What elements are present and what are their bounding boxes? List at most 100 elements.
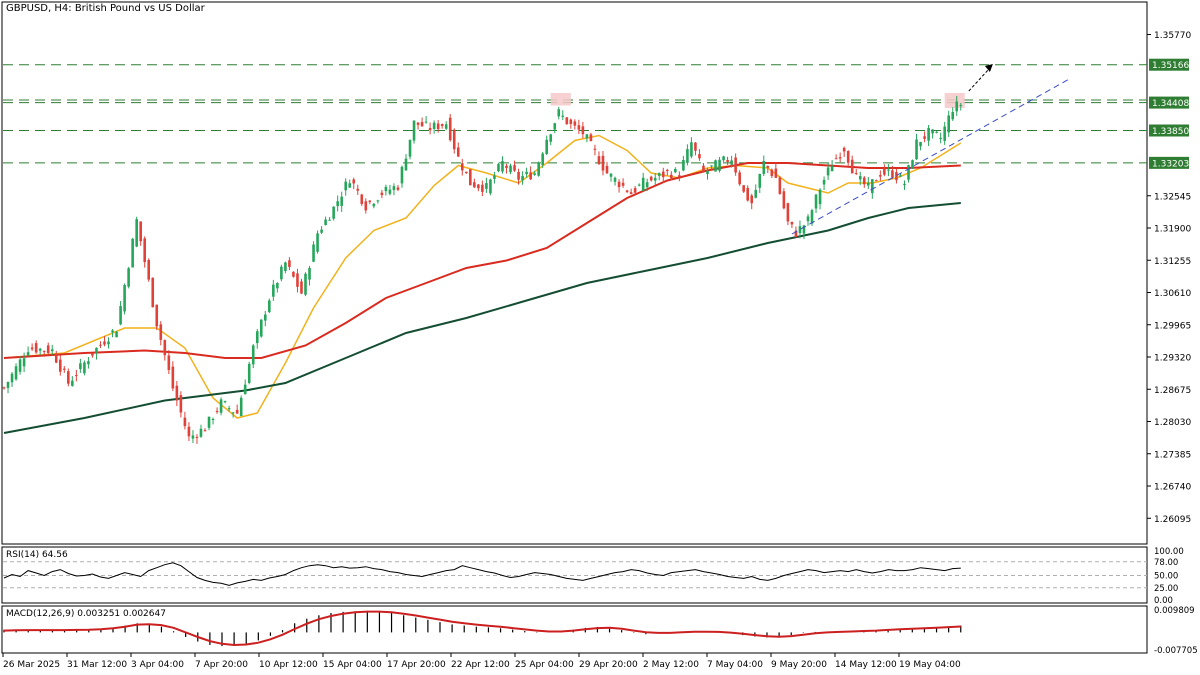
candle-body bbox=[95, 347, 98, 354]
candle-body bbox=[549, 134, 553, 142]
candle-body bbox=[653, 177, 657, 181]
candle-body bbox=[581, 126, 585, 135]
macd-title: MACD(12,26,9) 0.003251 0.002647 bbox=[6, 609, 166, 619]
candle-body bbox=[670, 174, 673, 179]
candle-body bbox=[344, 181, 347, 191]
candle-body bbox=[448, 117, 452, 141]
candle-body bbox=[99, 344, 102, 346]
candle-body bbox=[284, 262, 287, 272]
candle-body bbox=[714, 160, 717, 172]
candle-body bbox=[400, 166, 404, 184]
macd-signal-line bbox=[3, 610, 961, 647]
candle-body bbox=[883, 168, 886, 175]
candle-body bbox=[629, 192, 633, 195]
price-tick-label: 1.30610 bbox=[1154, 289, 1191, 299]
candle-body bbox=[477, 184, 480, 189]
candle-body bbox=[826, 167, 830, 176]
candle-body bbox=[754, 189, 758, 198]
candle-body bbox=[360, 194, 364, 204]
price-tick-label: 1.31255 bbox=[1154, 257, 1191, 267]
candle-body bbox=[726, 160, 729, 162]
candle-body bbox=[674, 169, 677, 173]
candle-body bbox=[529, 172, 532, 180]
candle-body bbox=[895, 172, 898, 181]
candle-body bbox=[103, 341, 106, 345]
candle-body bbox=[30, 347, 34, 350]
candle-body bbox=[276, 282, 279, 289]
candle-body bbox=[682, 160, 685, 171]
candle-body bbox=[46, 345, 50, 353]
candle-body bbox=[862, 177, 866, 185]
candle-body bbox=[533, 173, 536, 175]
candle-body bbox=[710, 165, 713, 167]
price-tick-label: 1.28675 bbox=[1154, 386, 1191, 396]
candle-body bbox=[846, 151, 850, 163]
candle-body bbox=[637, 184, 641, 186]
candle-body bbox=[633, 188, 637, 193]
candle-body bbox=[625, 190, 629, 192]
candles bbox=[2, 95, 963, 444]
candle-body bbox=[613, 177, 617, 182]
price-tick-label: 1.32545 bbox=[1154, 192, 1191, 202]
projection-arrow-head bbox=[984, 64, 993, 72]
candle-body bbox=[336, 201, 339, 207]
candle-body bbox=[750, 195, 754, 204]
candle-body bbox=[139, 221, 142, 242]
candle-body bbox=[163, 340, 167, 356]
time-tick-label: 9 May 20:00 bbox=[771, 660, 827, 670]
candle-body bbox=[312, 244, 315, 262]
candle-body bbox=[304, 273, 307, 295]
candle-body bbox=[867, 182, 870, 186]
price-tick-label: 1.34408 bbox=[1152, 99, 1189, 109]
candle-body bbox=[75, 375, 78, 377]
candle-body bbox=[891, 170, 894, 178]
candle-body bbox=[6, 381, 10, 388]
time-tick-label: 15 Apr 04:00 bbox=[323, 660, 382, 670]
rsi-line bbox=[3, 562, 961, 586]
candle-body bbox=[332, 206, 335, 219]
resistance-highlight-zone bbox=[550, 93, 571, 106]
candle-body bbox=[199, 428, 203, 437]
candle-body bbox=[219, 399, 223, 413]
candle-body bbox=[838, 157, 842, 159]
candle-body bbox=[203, 430, 207, 432]
price-label-highlight bbox=[1149, 58, 1189, 71]
candle-body bbox=[469, 169, 472, 186]
candle-body bbox=[440, 124, 444, 126]
candle-body bbox=[818, 189, 822, 205]
candle-body bbox=[87, 361, 90, 365]
candle-body bbox=[842, 147, 846, 152]
candle-body bbox=[227, 408, 231, 410]
candle-body bbox=[119, 306, 122, 325]
candle-body bbox=[292, 271, 295, 277]
candle-body bbox=[372, 203, 376, 207]
candle-body bbox=[42, 350, 46, 352]
candle-body bbox=[661, 171, 665, 178]
candle-body bbox=[444, 124, 448, 129]
candle-body bbox=[324, 219, 327, 225]
candle-body bbox=[505, 165, 508, 168]
moving-averages bbox=[3, 134, 962, 434]
candle-body bbox=[601, 155, 605, 171]
projection-arrow-line bbox=[968, 67, 991, 92]
time-tick-label: 7 May 04:00 bbox=[707, 660, 763, 670]
candle-body bbox=[678, 175, 681, 177]
candle-body bbox=[798, 226, 802, 234]
candle-body bbox=[694, 142, 697, 151]
candle-body bbox=[296, 273, 299, 287]
candle-body bbox=[473, 182, 476, 188]
candle-body bbox=[368, 200, 372, 203]
candle-body bbox=[907, 165, 910, 180]
candle-body bbox=[919, 141, 922, 147]
candle-body bbox=[722, 156, 725, 161]
candle-body bbox=[460, 163, 464, 171]
candle-body bbox=[493, 175, 496, 179]
price-axis: 1.35770 1.35166 1.34408 1.33850 1.33203 1.325… bbox=[1147, 31, 1191, 525]
candle-body bbox=[903, 183, 906, 186]
rsi-level-label: 25.00 bbox=[1154, 584, 1178, 594]
price-tick-label: 1.27385 bbox=[1154, 450, 1191, 460]
candle-body bbox=[955, 101, 959, 112]
price-tick-label: 1.26095 bbox=[1154, 515, 1191, 525]
candle-body bbox=[10, 373, 14, 383]
candle-body bbox=[71, 380, 74, 386]
